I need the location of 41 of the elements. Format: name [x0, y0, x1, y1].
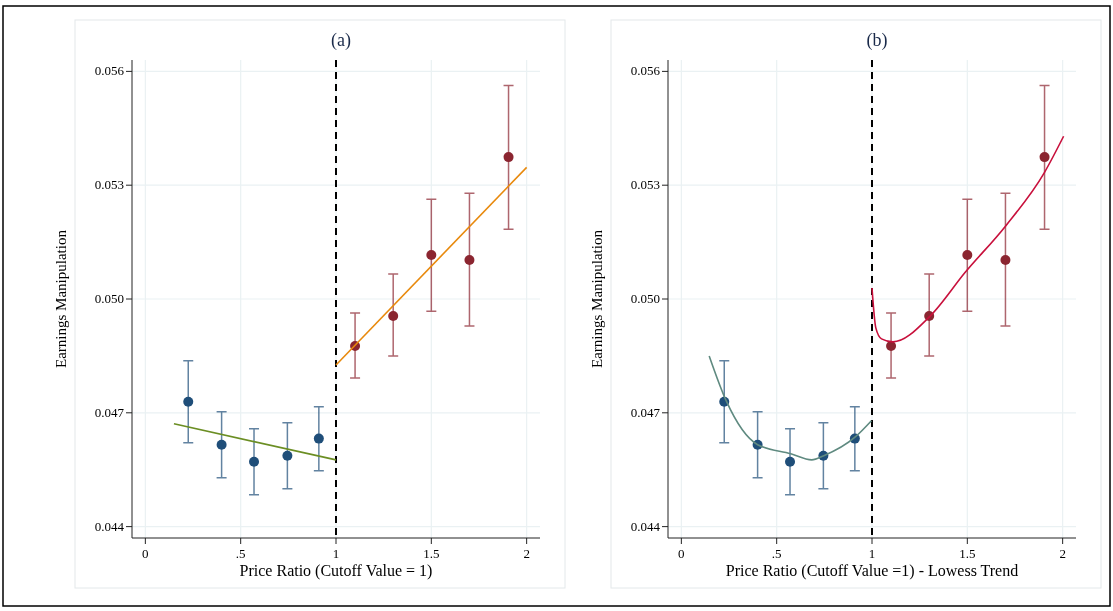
x-tick-label: 2	[1059, 546, 1066, 561]
x-axis-title: Price Ratio (Cutoff Value = 1)	[239, 562, 433, 580]
point	[216, 439, 227, 450]
x-tick-label: .5	[235, 546, 246, 561]
point	[503, 152, 514, 163]
y-axis-title: Earnings Manipulation	[589, 229, 605, 368]
x-axis-title: Price Ratio (Cutoff Value =1) - Lowess Trend	[725, 562, 1019, 580]
y-tick-label: 0.047	[630, 404, 661, 420]
x-tick-label: 0	[678, 546, 685, 561]
y-tick-label: 0.044	[630, 518, 661, 534]
y-tick-label: 0.053	[94, 177, 124, 193]
y-tick-label: 0.044	[94, 518, 125, 534]
chart-title: (b)	[866, 30, 888, 51]
y-tick-label: 0.056	[94, 63, 125, 79]
point	[388, 311, 399, 322]
point	[183, 396, 194, 407]
point	[313, 433, 324, 444]
y-tick-label: 0.056	[630, 63, 661, 79]
y-tick-label: 0.050	[94, 291, 124, 306]
point	[249, 456, 260, 467]
y-tick-label: 0.050	[630, 291, 660, 306]
line-series	[708, 355, 873, 461]
y-axis-title: Earnings Manipulation	[53, 229, 69, 368]
chart-title: (a)	[331, 30, 351, 51]
point	[1039, 152, 1050, 163]
x-tick-label: 1.5	[959, 546, 976, 561]
x-tick-label: 1	[332, 546, 340, 561]
point	[785, 456, 796, 467]
y-tick-label: 0.053	[630, 177, 660, 193]
point	[464, 254, 475, 265]
point	[1000, 254, 1011, 265]
point	[886, 341, 897, 352]
x-tick-label: 1.5	[423, 546, 440, 561]
x-tick-label: 0	[142, 546, 149, 561]
y-tick-label: 0.047	[94, 404, 125, 420]
x-tick-label: 2	[523, 546, 530, 561]
x-tick-label: 1	[868, 546, 876, 561]
point	[962, 249, 973, 260]
point	[426, 249, 437, 260]
x-tick-label: .5	[771, 546, 782, 561]
point	[282, 450, 293, 461]
